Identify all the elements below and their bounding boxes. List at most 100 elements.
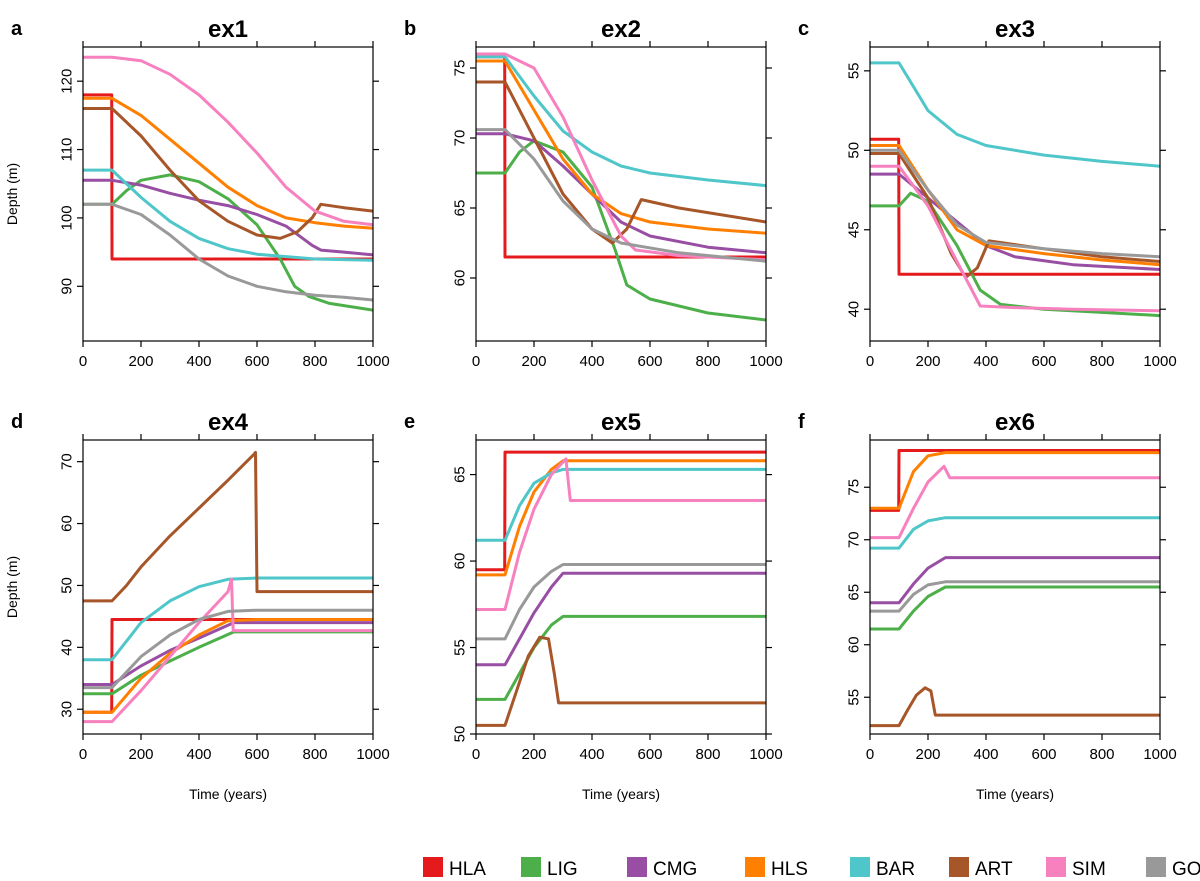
- y-tick-label: 50: [846, 142, 863, 159]
- plot-frame: [869, 439, 1161, 735]
- x-axis-label: Time (years): [582, 786, 660, 802]
- legend-item-BAR: BAR: [850, 857, 915, 880]
- x-tick-label: 1000: [1143, 353, 1176, 370]
- panel-letter: c: [798, 18, 809, 40]
- x-tick-label: 600: [244, 353, 269, 370]
- x-tick-label: 200: [915, 746, 940, 763]
- y-tick-label: 45: [846, 221, 863, 238]
- series-line-LIG: [83, 173, 373, 312]
- series-line-BAR: [870, 61, 1160, 168]
- legend-swatch: [1146, 857, 1166, 877]
- y-tick-label: 75: [846, 479, 863, 496]
- series-line-HLS: [870, 144, 1160, 267]
- legend-item-GOU: GOU: [1146, 857, 1200, 880]
- panel-letter: f: [798, 411, 805, 433]
- legend-item-LIG: LIG: [521, 857, 578, 880]
- y-tick-label: 75: [452, 60, 469, 77]
- series-line-LIG: [476, 139, 766, 322]
- series-line-HLA: [870, 449, 1160, 512]
- y-tick-label: 100: [59, 205, 76, 230]
- series-line-HLS: [83, 618, 373, 714]
- series-group: [870, 61, 1160, 318]
- series-line-BAR: [870, 516, 1160, 550]
- x-tick-label: 600: [244, 746, 269, 763]
- y-tick-label: 110: [59, 138, 76, 162]
- x-axis-label: Time (years): [976, 786, 1054, 802]
- x-tick-label: 0: [866, 353, 874, 370]
- panel-letter: a: [11, 18, 23, 40]
- x-tick-label: 800: [1089, 353, 1114, 370]
- x-tick-label: 400: [579, 746, 604, 763]
- y-tick-label: 50: [452, 726, 469, 743]
- x-tick-label: 1000: [749, 353, 782, 370]
- y-tick-label: 40: [59, 639, 76, 656]
- legend-label: BAR: [876, 859, 915, 880]
- y-tick-label: 50: [59, 577, 76, 594]
- series-line-CMG: [83, 178, 373, 257]
- series-line-HLA: [476, 450, 766, 572]
- series-line-BAR: [476, 55, 766, 188]
- series-line-ART: [870, 686, 1160, 728]
- plot-frame: [82, 46, 374, 342]
- chart-panel-ex3: c ex3 0 200 400 600 800 1000 40 45 50 55: [798, 16, 1177, 370]
- x-tick-label: 200: [128, 746, 153, 763]
- x-tick-label: 600: [637, 746, 662, 763]
- series-line-GOU: [83, 608, 373, 690]
- x-tick-label: 1000: [1143, 746, 1176, 763]
- series-line-SIM: [476, 457, 766, 611]
- x-axis-label: Time (years): [189, 786, 267, 802]
- x-tick-label: 200: [128, 353, 153, 370]
- x-tick-label: 600: [637, 353, 662, 370]
- x-tick-label: 200: [915, 353, 940, 370]
- x-tick-label: 400: [973, 353, 998, 370]
- series-line-CMG: [476, 571, 766, 667]
- series-line-GOU: [870, 148, 1160, 259]
- chart-panel-ex2: b ex2 0 200 400 600 800 1000 60 65 70 75: [404, 16, 783, 370]
- series-line-BAR: [83, 576, 373, 662]
- x-tick-label: 0: [79, 353, 87, 370]
- y-tick-label: 90: [59, 278, 76, 295]
- legend-swatch: [949, 857, 969, 877]
- series-line-GOU: [83, 202, 373, 302]
- panel-title: ex1: [208, 16, 248, 43]
- y-axis-label: Depth (m): [4, 556, 20, 618]
- x-tick-label: 400: [973, 746, 998, 763]
- x-tick-label: 1000: [356, 746, 389, 763]
- x-tick-label: 200: [521, 353, 546, 370]
- y-tick-label: 55: [452, 639, 469, 656]
- series-line-HLS: [476, 59, 766, 235]
- panel-title: ex4: [208, 409, 249, 436]
- chart-panel-ex6: f ex6 0 200 400 600 800 1000 55 60 65 70 75 Time (yea…: [798, 409, 1177, 802]
- x-tick-label: 600: [1031, 353, 1056, 370]
- legend-swatch: [423, 857, 443, 877]
- y-axis-label: Depth (m): [4, 163, 20, 225]
- series-line-ART: [870, 152, 1160, 279]
- chart-panel-ex5: e ex5 0 200 400 600 800 1000 50 55 60 65 Time (years…: [404, 409, 783, 802]
- series-group: [870, 449, 1160, 728]
- series-group: [83, 55, 373, 312]
- y-tick-label: 70: [59, 453, 76, 470]
- series-group: [476, 52, 766, 322]
- series-line-ART: [476, 635, 766, 727]
- x-tick-label: 0: [472, 353, 480, 370]
- y-tick-label: 70: [452, 130, 469, 147]
- y-tick-label: 55: [846, 62, 863, 79]
- x-tick-label: 1000: [356, 353, 389, 370]
- series-line-LIG: [476, 614, 766, 701]
- legend-swatch: [745, 857, 765, 877]
- legend-item-HLA: HLA: [423, 857, 486, 880]
- legend-swatch: [850, 857, 870, 877]
- series-line-ART: [83, 450, 373, 603]
- legend-item-ART: ART: [949, 857, 1013, 880]
- legend-label: HLS: [771, 859, 808, 880]
- x-tick-label: 200: [521, 746, 546, 763]
- plot-frame: [869, 46, 1161, 342]
- legend-item-CMG: CMG: [627, 857, 697, 880]
- x-tick-label: 800: [302, 746, 327, 763]
- series-line-SIM: [870, 464, 1160, 540]
- y-tick-label: 60: [846, 636, 863, 653]
- series-line-HLS: [870, 451, 1160, 510]
- chart-panel-ex4: d ex4 0 200 400 600 800 1000 30 40 50 60 70 Depth (m)…: [4, 409, 390, 802]
